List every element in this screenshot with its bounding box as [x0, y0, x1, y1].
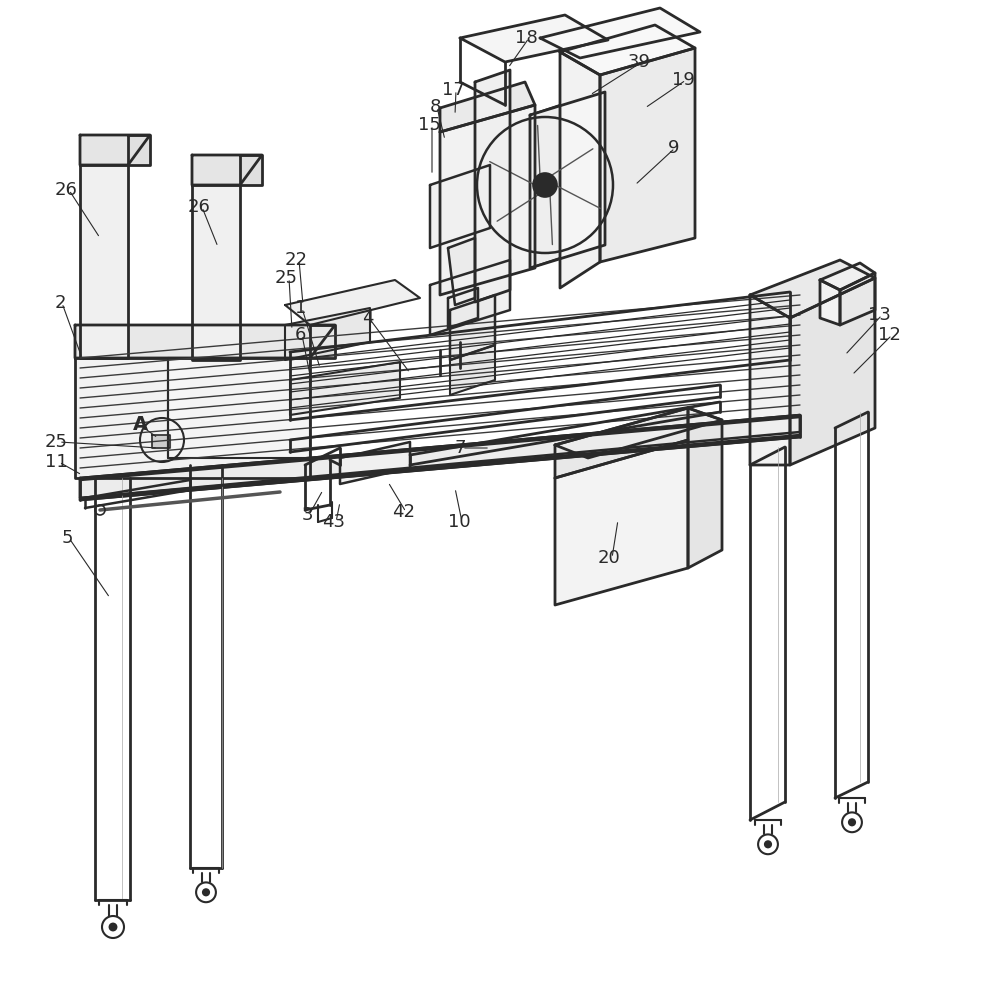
Polygon shape — [475, 70, 510, 302]
Polygon shape — [152, 435, 170, 448]
Polygon shape — [240, 155, 262, 185]
Polygon shape — [448, 238, 475, 305]
Polygon shape — [750, 295, 790, 465]
Circle shape — [849, 819, 855, 825]
Text: 26: 26 — [188, 198, 211, 216]
Polygon shape — [75, 325, 335, 358]
Polygon shape — [448, 288, 478, 328]
Text: 9: 9 — [668, 139, 680, 157]
Polygon shape — [750, 260, 875, 318]
Polygon shape — [192, 185, 240, 360]
Circle shape — [203, 889, 209, 896]
Text: A: A — [133, 415, 148, 435]
Polygon shape — [440, 105, 535, 295]
Text: 2: 2 — [55, 294, 66, 312]
Polygon shape — [560, 25, 695, 75]
Polygon shape — [80, 135, 150, 165]
Polygon shape — [820, 263, 875, 290]
Text: 43: 43 — [322, 513, 345, 531]
Text: 20: 20 — [598, 549, 621, 567]
Polygon shape — [290, 362, 400, 415]
Polygon shape — [440, 82, 535, 132]
Polygon shape — [840, 273, 875, 325]
Polygon shape — [340, 442, 410, 484]
Polygon shape — [285, 280, 420, 325]
Polygon shape — [75, 358, 310, 478]
Polygon shape — [80, 415, 800, 498]
Polygon shape — [555, 440, 688, 605]
Text: 4: 4 — [362, 309, 374, 327]
Text: 17: 17 — [442, 81, 465, 99]
Polygon shape — [460, 15, 608, 62]
Text: 22: 22 — [285, 251, 308, 269]
Text: 7: 7 — [455, 439, 466, 457]
Text: 26: 26 — [55, 181, 78, 199]
Polygon shape — [128, 135, 150, 165]
Polygon shape — [820, 280, 840, 325]
Circle shape — [533, 173, 557, 197]
Text: 12: 12 — [878, 326, 901, 344]
Polygon shape — [600, 48, 695, 262]
Polygon shape — [430, 260, 510, 335]
Text: 25: 25 — [45, 433, 68, 451]
Polygon shape — [540, 8, 700, 58]
Circle shape — [765, 841, 771, 848]
Text: 25: 25 — [275, 269, 298, 287]
Circle shape — [109, 923, 117, 930]
Text: 8: 8 — [430, 98, 441, 116]
Text: 10: 10 — [448, 513, 471, 531]
Polygon shape — [530, 105, 560, 268]
Text: 19: 19 — [672, 71, 695, 89]
Polygon shape — [555, 408, 722, 458]
Polygon shape — [285, 308, 370, 360]
Text: 6: 6 — [295, 326, 306, 344]
Polygon shape — [310, 325, 335, 358]
Polygon shape — [790, 278, 875, 465]
Polygon shape — [430, 165, 490, 248]
Text: 1: 1 — [295, 299, 306, 317]
Polygon shape — [688, 408, 722, 568]
Polygon shape — [560, 52, 600, 288]
Polygon shape — [555, 408, 688, 478]
Text: 3: 3 — [302, 506, 314, 524]
Polygon shape — [530, 92, 605, 268]
Polygon shape — [450, 295, 495, 360]
Text: 42: 42 — [392, 503, 415, 521]
Polygon shape — [450, 345, 495, 395]
Polygon shape — [192, 155, 262, 185]
Text: 11: 11 — [45, 453, 68, 471]
Polygon shape — [80, 165, 128, 358]
Text: 15: 15 — [418, 116, 441, 134]
Text: 18: 18 — [515, 29, 538, 47]
Polygon shape — [80, 415, 800, 500]
Text: 13: 13 — [868, 306, 891, 324]
Text: 39: 39 — [628, 53, 651, 71]
Text: 5: 5 — [62, 529, 74, 547]
Polygon shape — [168, 358, 310, 458]
